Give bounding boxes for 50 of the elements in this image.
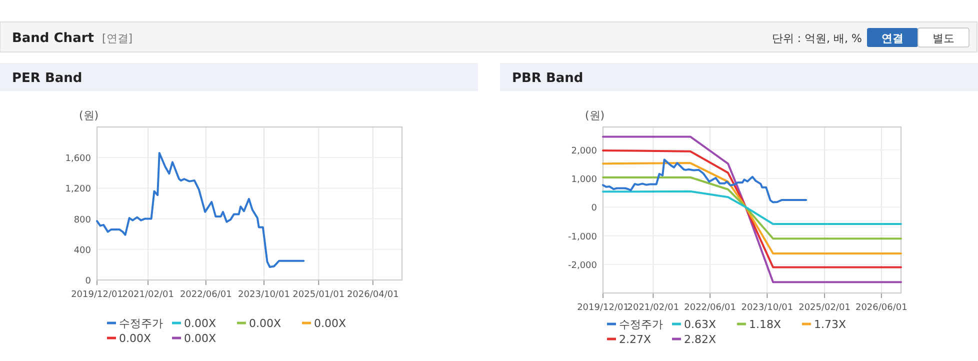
text: Band Chart — [12, 31, 94, 46]
y-tick-label: 0 — [85, 276, 92, 286]
y-tick-label: 800 — [74, 215, 92, 226]
line-series — [602, 162, 902, 254]
y-tick-label: 1,000 — [571, 175, 598, 186]
line-series — [602, 136, 902, 284]
y-tick-label: -1,000 — [568, 232, 598, 242]
legend-label: 수정주가 — [119, 317, 163, 330]
x-tick-label: 2019/12/01 — [71, 290, 123, 300]
y-axis-title: (원) — [79, 109, 99, 122]
line-series — [602, 149, 902, 268]
x-tick-label: 2025/02/01 — [798, 303, 850, 313]
y-tick-label: 0 — [591, 204, 598, 214]
text: [연결] — [102, 32, 133, 45]
legend-label: 1.18X — [749, 318, 782, 331]
legend-label: 1.73X — [814, 318, 846, 331]
legend-label: 수정주가 — [619, 318, 663, 331]
x-tick-label: 2023/10/01 — [238, 290, 290, 300]
legend-label: 2.27X — [619, 333, 652, 346]
chart-title: PER Band — [12, 71, 82, 86]
text: 별도 — [932, 32, 954, 45]
line-series — [602, 190, 902, 226]
y-tick-label: 1,600 — [65, 154, 92, 164]
x-tick-label: 2022/06/01 — [684, 303, 736, 313]
x-tick-label: 2026/04/01 — [346, 290, 399, 300]
text: 단위 : 억원, 배, % — [772, 32, 862, 45]
legend-label: 0.00X — [249, 317, 282, 330]
line-series — [602, 176, 902, 240]
x-tick-label: 2026/06/01 — [855, 303, 908, 313]
legend-label: 0.00X — [184, 317, 216, 330]
line-series — [96, 152, 305, 268]
legend-label: 0.63X — [684, 318, 716, 331]
y-axis-title: (원) — [585, 109, 605, 122]
legend-label: 0.00X — [119, 332, 152, 345]
legend-label: 0.00X — [314, 317, 346, 330]
y-tick-label: 1,200 — [65, 184, 92, 195]
x-tick-label: 2022/06/01 — [180, 290, 232, 300]
chart-title: PBR Band — [512, 71, 584, 86]
x-tick-label: 2023/10/01 — [741, 303, 794, 313]
y-tick-label: 400 — [74, 246, 92, 256]
text: 연결 — [882, 32, 904, 45]
y-tick-label: -2,000 — [568, 260, 598, 271]
line-series — [602, 158, 808, 204]
legend-label: 0.00X — [184, 332, 216, 345]
legend-label: 2.82X — [684, 333, 716, 346]
y-tick-label: 2,000 — [571, 146, 598, 156]
x-tick-label: 2019/12/01 — [577, 303, 629, 313]
x-tick-label: 2021/02/01 — [122, 290, 174, 300]
x-tick-label: 2021/02/01 — [627, 303, 680, 313]
x-tick-label: 2025/01/01 — [292, 290, 345, 300]
